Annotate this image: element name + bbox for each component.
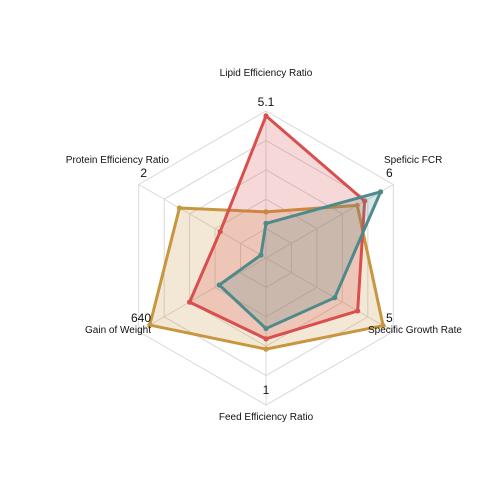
axis-name-label-3: Feed Efficiency Ratio [219,412,314,423]
series-1-point-1 [362,198,368,204]
series-2-point-2 [332,295,338,301]
series-2-point-0 [263,220,269,227]
axis-spoke-2 [265,257,394,332]
series-1-point-2 [355,308,361,314]
axis-max-label-3: 1 [263,383,270,397]
series-2-point-3 [263,325,269,332]
series-0-point-1 [354,202,360,208]
axis-name-label-2: Specific Growth Rate [368,325,462,336]
axis-name-label-5: Protein Efficiency Ratio [66,155,170,166]
series-2-point-1 [377,189,384,195]
axis-spoke-5 [138,184,267,259]
series-2-point-5 [258,252,264,258]
axis-max-label-4: 640 [131,311,151,325]
axis-name-label-0: Lipid Efficiency Ratio [220,68,313,79]
axis-max-label-2: 5 [386,311,393,325]
radar-series [147,113,386,352]
series-2-point-4 [216,282,222,288]
axis-name-label-4: Gain of Weight [85,325,151,336]
axis-spoke-4 [138,257,267,332]
series-1-point-3 [263,336,269,342]
series-0-point-5 [176,205,183,211]
series-1-point-5 [217,228,223,235]
series-0-point-4 [147,322,153,328]
axis-spoke-1 [265,184,394,259]
series-0-point-0 [263,209,269,215]
axis-max-label-0: 5.1 [258,95,275,109]
axis-max-label-1: 6 [386,166,393,180]
axis-name-label-1: Speficic FCR [384,155,442,166]
series-1-point-4 [187,299,193,305]
series-0-point-3 [263,346,269,352]
axis-max-label-5: 2 [140,166,147,180]
series-1-point-0 [263,113,269,119]
series-0-point-2 [380,323,386,329]
radar-grid [138,110,394,406]
